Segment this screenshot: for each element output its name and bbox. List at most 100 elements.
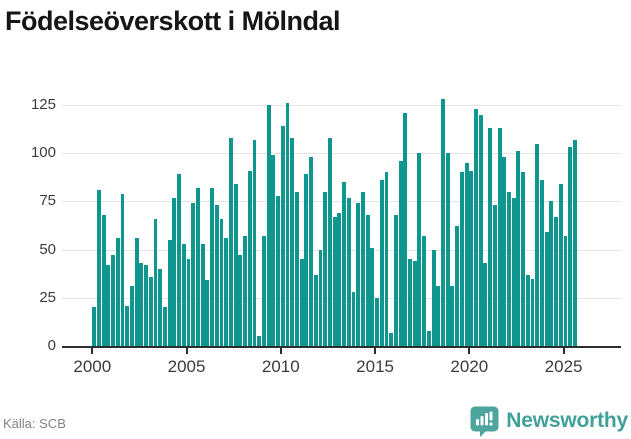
- bar: [492, 205, 497, 346]
- chart-title: Födelseöverskott i Mölndal: [5, 6, 341, 36]
- newsworthy-brand-text: Newsworthy: [506, 409, 628, 432]
- bar: [497, 128, 502, 346]
- bar: [153, 218, 158, 346]
- bar: [115, 238, 120, 346]
- bar: [530, 278, 535, 346]
- bar-chart: 0 25 50 75 100 125 2000 2005 2010 2015 2020 2025: [30, 96, 621, 376]
- bar: [205, 280, 210, 346]
- bar: [97, 189, 101, 346]
- bar: [431, 249, 436, 346]
- bar: [393, 214, 398, 346]
- bar: [101, 214, 106, 346]
- bar: [525, 274, 530, 346]
- bar: [299, 259, 304, 346]
- bar: [502, 157, 507, 346]
- x-tick-label: 2000: [73, 357, 112, 376]
- bar: [162, 307, 167, 346]
- bar: [332, 216, 337, 346]
- y-tick-label: 75: [39, 192, 56, 210]
- bar: [507, 191, 511, 346]
- gridline: [62, 201, 621, 203]
- bar: [323, 191, 328, 346]
- bar: [92, 307, 97, 346]
- bar: [181, 243, 186, 346]
- source-label: Källa: SCB: [3, 416, 66, 431]
- bar: [257, 336, 262, 346]
- bar: [351, 292, 356, 346]
- bar: [304, 174, 309, 346]
- x-tick: [468, 348, 471, 354]
- bar: [554, 216, 559, 346]
- bar: [360, 191, 365, 346]
- bar: [540, 180, 544, 346]
- bar: [412, 261, 417, 346]
- bar: [544, 232, 549, 346]
- bar: [271, 155, 276, 346]
- bar: [375, 297, 379, 346]
- bar: [573, 139, 577, 346]
- bar: [191, 203, 196, 346]
- bar: [219, 218, 224, 346]
- bar: [337, 212, 342, 346]
- bar: [247, 170, 252, 346]
- bar: [455, 226, 460, 346]
- x-tick-label: 2015: [356, 357, 394, 376]
- bar: [403, 112, 408, 346]
- bar: [535, 143, 540, 346]
- bar: [516, 151, 521, 346]
- bar: [365, 214, 370, 346]
- bar: [224, 238, 229, 346]
- y-tick-label: 25: [39, 288, 56, 306]
- bar: [426, 330, 431, 346]
- bar: [327, 137, 332, 346]
- bar: [195, 187, 200, 346]
- bar: [261, 236, 266, 346]
- y-tick-label: 0: [47, 337, 56, 354]
- bar: [177, 174, 182, 346]
- bar: [144, 265, 149, 346]
- bar: [276, 195, 280, 346]
- x-tick-label: 2005: [167, 357, 206, 376]
- bar: [521, 172, 526, 346]
- bar: [342, 182, 346, 346]
- bar: [148, 276, 153, 346]
- bar: [450, 286, 455, 346]
- bar: [228, 137, 233, 346]
- bar: [488, 128, 493, 346]
- y-tick-label: 125: [30, 96, 56, 113]
- bar: [172, 197, 177, 346]
- bar: [200, 243, 205, 346]
- bar: [549, 201, 554, 346]
- bar: [243, 236, 247, 346]
- gridline: [62, 153, 621, 155]
- bar: [422, 236, 427, 346]
- bar: [445, 153, 450, 346]
- x-tick: [374, 348, 377, 354]
- x-tick: [91, 348, 94, 354]
- y-tick-label: 100: [30, 144, 56, 162]
- x-tick-label: 2020: [450, 357, 489, 376]
- bar: [294, 191, 299, 346]
- bar: [563, 236, 568, 346]
- bar: [558, 184, 563, 346]
- bar: [511, 197, 516, 346]
- bar: [285, 103, 290, 346]
- gridline: [62, 105, 621, 106]
- bar: [469, 170, 474, 346]
- bar: [474, 108, 478, 346]
- bar: [389, 332, 394, 346]
- bar: [280, 126, 285, 346]
- bar: [398, 160, 403, 346]
- bar: [379, 180, 384, 346]
- bar: [266, 105, 271, 346]
- bar: [478, 114, 483, 346]
- bar: [370, 247, 375, 346]
- bar: [309, 157, 313, 346]
- bar: [483, 263, 488, 346]
- x-tick: [185, 348, 188, 354]
- bar: [111, 255, 116, 346]
- bar: [120, 193, 125, 346]
- bar: [106, 265, 111, 346]
- x-tick: [279, 348, 282, 354]
